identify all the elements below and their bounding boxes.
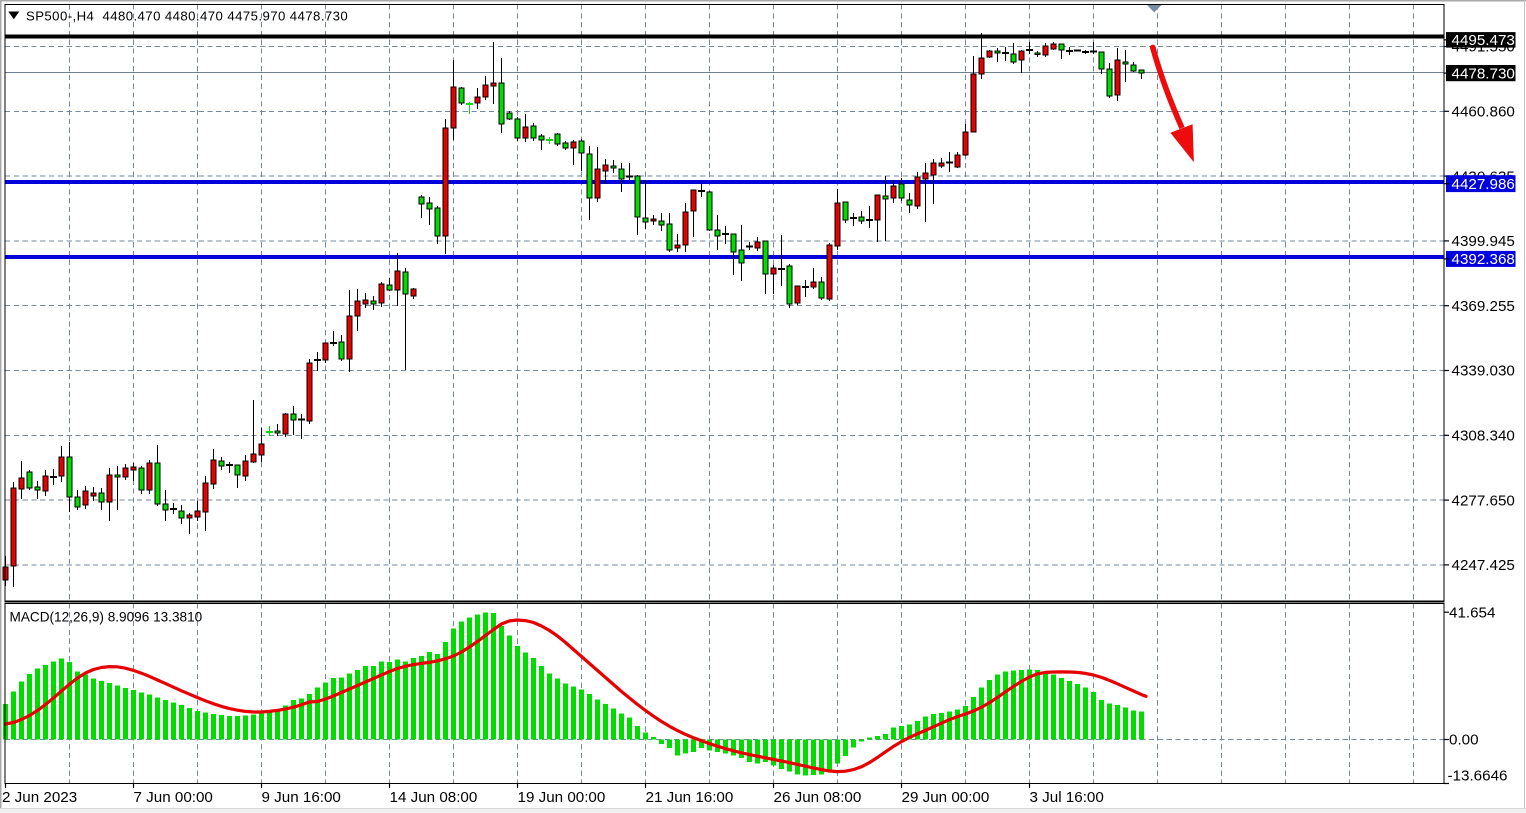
svg-text:29 Jun 00:00: 29 Jun 00:00: [902, 789, 990, 806]
svg-text:9 Jun 16:00: 9 Jun 16:00: [262, 789, 341, 806]
svg-text:4392.368: 4392.368: [1452, 251, 1515, 268]
svg-text:2 Jun 2023: 2 Jun 2023: [2, 789, 77, 806]
svg-text:4339.030: 4339.030: [1452, 363, 1515, 380]
svg-text:4369.255: 4369.255: [1452, 298, 1515, 315]
svg-text:MACD(12,26,9) 8.9096 13.3810: MACD(12,26,9) 8.9096 13.3810: [10, 610, 203, 625]
svg-text:4277.650: 4277.650: [1452, 492, 1515, 509]
svg-text:7 Jun 00:00: 7 Jun 00:00: [134, 789, 213, 806]
svg-text:4399.945: 4399.945: [1452, 233, 1515, 250]
svg-text:4460.860: 4460.860: [1452, 104, 1515, 121]
svg-text:-13.6646: -13.6646: [1448, 768, 1508, 785]
svg-text:4478.730: 4478.730: [1452, 65, 1515, 82]
svg-text:4495.473: 4495.473: [1452, 32, 1515, 49]
svg-text:SP500-,H4 4480.470 4480.470 4: SP500-,H4 4480.470 4480.470 4475.970 447…: [26, 8, 348, 23]
svg-text:21 Jun 16:00: 21 Jun 16:00: [646, 789, 734, 806]
svg-text:4247.425: 4247.425: [1452, 557, 1515, 574]
svg-text:0.00: 0.00: [1449, 732, 1479, 749]
svg-text:14 Jun 08:00: 14 Jun 08:00: [390, 789, 478, 806]
svg-text:19 Jun 00:00: 19 Jun 00:00: [518, 789, 606, 806]
svg-text:26 Jun 08:00: 26 Jun 08:00: [774, 789, 862, 806]
svg-text:41.654: 41.654: [1449, 604, 1495, 621]
svg-text:4308.340: 4308.340: [1452, 428, 1515, 445]
svg-text:4427.986: 4427.986: [1452, 176, 1515, 193]
svg-text:3 Jul 16:00: 3 Jul 16:00: [1030, 789, 1104, 806]
